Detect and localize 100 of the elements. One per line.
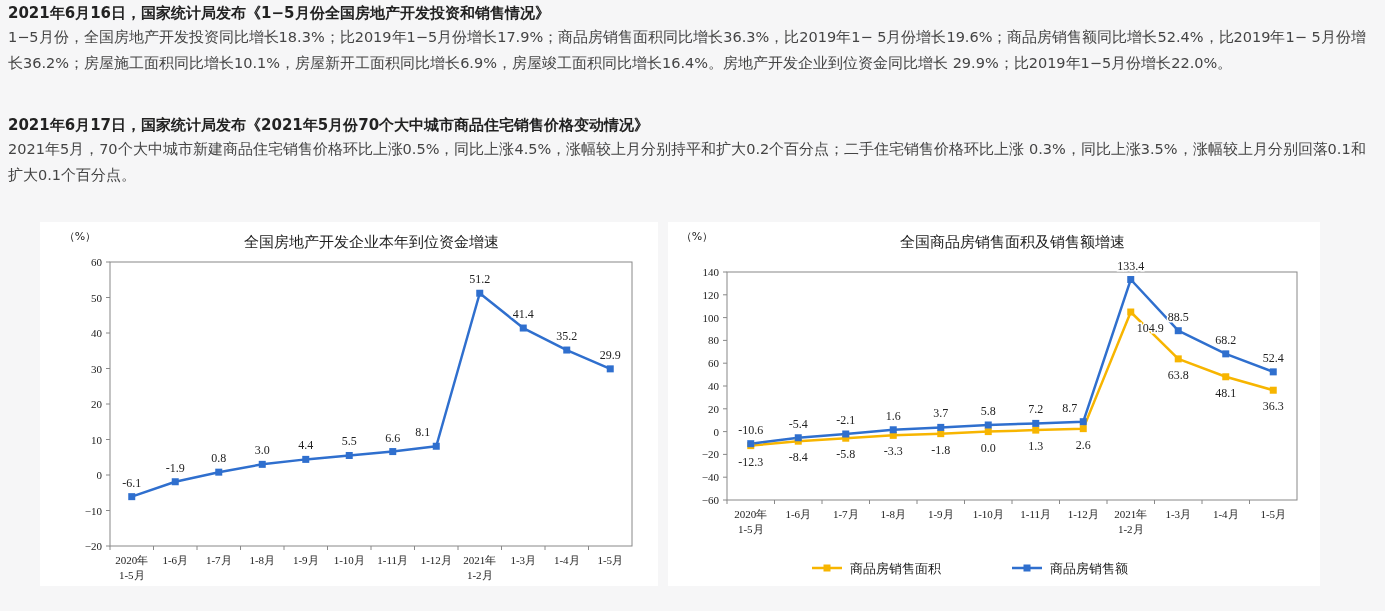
x-tick-label: 1-10月 <box>972 508 1004 520</box>
x-tick-label: 1-10月 <box>333 554 365 566</box>
data-label: 1.6 <box>885 408 901 423</box>
point <box>1032 419 1040 427</box>
y-tick-label: −10 <box>84 504 103 517</box>
y-tick-label: 0 <box>96 469 103 481</box>
data-label: -12.3 <box>738 454 764 469</box>
data-label: 36.3 <box>1262 399 1284 414</box>
point <box>563 346 571 354</box>
point <box>1269 386 1277 394</box>
point <box>984 428 992 436</box>
data-label: 52.4 <box>1262 350 1284 365</box>
data-label: -1.8 <box>931 442 951 457</box>
y-axis-title: （%） <box>680 230 714 243</box>
point <box>476 289 484 297</box>
data-label: -10.6 <box>738 422 764 437</box>
data-label: 41.4 <box>512 307 534 322</box>
data-label: 51.2 <box>469 272 491 287</box>
point <box>842 430 850 438</box>
y-tick-label: 20 <box>708 402 720 415</box>
x-tick-label: 2021年 1-2月 <box>463 554 497 581</box>
point <box>432 442 440 450</box>
y-tick-label: −20 <box>701 448 720 461</box>
point <box>1127 308 1135 316</box>
y-tick-label: 50 <box>91 291 103 304</box>
x-tick-label: 1-6月 <box>162 554 189 566</box>
point <box>1079 425 1087 433</box>
point <box>1032 426 1040 434</box>
y-tick-label: 10 <box>91 433 103 446</box>
x-tick-label: 2020年 1-5月 <box>115 554 149 581</box>
data-label: 88.5 <box>1167 309 1189 324</box>
point <box>937 423 945 431</box>
x-tick-label: 1-6月 <box>785 508 812 520</box>
point <box>171 478 179 486</box>
point <box>258 460 266 468</box>
x-tick-label: 1-12月 <box>420 554 452 566</box>
x-tick-label: 1-12月 <box>1067 508 1099 520</box>
y-tick-label: 0 <box>713 425 720 438</box>
data-label: 5.8 <box>980 403 996 418</box>
x-tick-label: 1-11月 <box>377 554 409 566</box>
x-tick-label: 1-3月 <box>1165 508 1192 520</box>
text: 2021年6月16日，国家统计局发布《1−5月份全国房地产开发投资和销售情况》 <box>8 3 551 24</box>
data-label: 63.8 <box>1167 367 1189 382</box>
x-tick-label: 1-5月 <box>597 554 624 566</box>
data-label: 35.2 <box>556 329 578 344</box>
y-tick-label: 30 <box>91 362 103 375</box>
y-tick-label: 20 <box>91 398 103 410</box>
data-label: -5.4 <box>788 416 808 431</box>
x-tick-label: 1-5月 <box>1260 508 1287 520</box>
data-label: 68.2 <box>1215 332 1237 347</box>
legend-label: 商品房销售额 <box>1050 561 1128 576</box>
data-label: 2.6 <box>1075 437 1091 452</box>
point <box>1269 368 1277 376</box>
y-tick-label: 120 <box>702 288 720 301</box>
text: 2021年5月，70个大中城市新建商品住宅销售价格环比上涨0.5%，同比上涨4.5%，涨幅较上月分别持平和扩大0.2个百分点；二手住宅销售价格环比上涨 0.3%，同比上涨3.5%，涨幅较上月分别回落0.1和扩大0.1个百分点。 <box>8 140 1367 185</box>
data-label: 8.1 <box>415 425 431 440</box>
legend-label: 商品房销售面积 <box>850 561 941 576</box>
text: 1−5月份，全国房地产开发投资同比增长18.3%；比2019年1−5月份增长17.9%；商品房销售面积同比增长36.3%，比2019年1− 5月份增长19.6%；商品房销售额同比增长52.4%，比2019年1− 5月份增长36.2%；房屋施工面积同比增长10.1%，房屋新开工面积同比增长6.9%，房屋竣工面积同比增长16.4%。房地产开发企业到位资金同比增长 29.9%；比2019年1−5月份增长22.0%。 <box>8 28 1367 73</box>
x-tick-label: 1-8月 <box>249 554 276 566</box>
data-label: -8.4 <box>788 450 808 465</box>
x-tick-label: 1-3月 <box>510 554 537 566</box>
data-label: 5.5 <box>341 434 357 449</box>
y-tick-label: 40 <box>91 327 103 339</box>
point <box>1174 355 1182 363</box>
y-axis-title: （%） <box>63 230 97 243</box>
data-label: -1.9 <box>165 460 185 475</box>
point <box>519 324 527 332</box>
point <box>1174 327 1182 335</box>
point <box>389 448 397 456</box>
data-label: 7.2 <box>1028 402 1044 417</box>
data-label: 8.7 <box>1062 400 1078 415</box>
data-label: 29.9 <box>599 347 621 362</box>
point <box>215 468 223 476</box>
data-label: 0.0 <box>980 440 996 455</box>
point <box>128 493 136 501</box>
x-tick-label: 1-7月 <box>832 508 859 520</box>
point <box>606 365 614 373</box>
data-label: 3.7 <box>933 406 949 421</box>
data-label: 133.4 <box>1117 258 1145 273</box>
data-label: 48.1 <box>1215 385 1237 400</box>
text: 2021年6月17日，国家统计局发布《2021年5月份70个大中城市商品住宅销售价格变动情况》 <box>8 115 651 136</box>
point <box>345 451 353 459</box>
y-tick-label: 100 <box>702 311 720 324</box>
y-tick-label: −40 <box>701 471 720 484</box>
point <box>889 426 897 434</box>
data-label: -3.3 <box>883 444 903 459</box>
y-tick-label: 80 <box>708 334 720 347</box>
y-tick-label: −20 <box>84 540 103 552</box>
y-tick-label: 140 <box>702 266 720 278</box>
point <box>1079 418 1087 426</box>
y-tick-label: 40 <box>708 380 720 392</box>
point <box>984 421 992 429</box>
point <box>1222 373 1230 381</box>
x-tick-label: 1-11月 <box>1020 508 1052 520</box>
data-label: 1.3 <box>1028 439 1044 454</box>
data-label: 3.0 <box>254 443 270 458</box>
y-tick-label: −60 <box>701 494 720 506</box>
x-tick-label: 2020年 1-5月 <box>734 508 768 535</box>
point <box>1127 276 1135 284</box>
data-label: 0.8 <box>211 451 227 466</box>
